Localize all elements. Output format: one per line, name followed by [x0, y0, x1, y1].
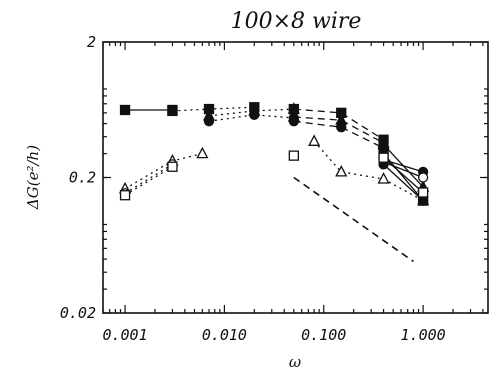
y-tick-label: 2 — [87, 33, 96, 51]
data-series-18 — [378, 152, 429, 198]
series-line — [383, 163, 424, 202]
series-line — [208, 114, 294, 122]
axes: 0.001 0.010 0.100 1.000 0.02 0.2 2 — [60, 33, 488, 344]
data-point — [378, 152, 389, 163]
data-series-2 — [167, 102, 260, 117]
data-point — [167, 161, 178, 172]
data-series-4 — [203, 109, 299, 127]
x-tick-label: 0.010 — [202, 326, 247, 344]
data-series-11 — [308, 134, 430, 206]
data-series-10 — [119, 161, 178, 201]
plot-area — [118, 102, 430, 263]
series-line — [293, 116, 384, 144]
reference-dashed-line — [293, 176, 414, 263]
series-line — [124, 163, 173, 194]
data-point — [417, 172, 429, 183]
data-point — [119, 104, 131, 116]
data-point — [203, 116, 215, 127]
y-tick-label: 0.2 — [69, 169, 96, 187]
data-series-8 — [118, 146, 209, 194]
series-line — [124, 166, 173, 196]
data-point — [308, 134, 321, 146]
x-axis-label: ω — [289, 353, 301, 371]
data-point — [119, 190, 131, 201]
series-line — [293, 108, 384, 141]
data-point — [288, 150, 299, 161]
series-line — [124, 152, 203, 190]
series-line — [383, 153, 424, 202]
data-point — [335, 164, 348, 177]
x-tick-label: 0.001 — [102, 326, 147, 344]
data-point — [288, 116, 299, 127]
series-line — [383, 157, 424, 193]
series-line — [383, 161, 424, 179]
data-point — [196, 146, 209, 159]
x-tick-label: 0.100 — [301, 326, 346, 344]
data-point — [167, 105, 178, 117]
series-line — [293, 120, 384, 149]
data-point — [417, 187, 429, 198]
plot-frame — [102, 41, 489, 314]
data-point — [336, 122, 347, 133]
chart-title: 100×8 wire — [231, 9, 362, 34]
y-axis-label: ΔG(e²/h) — [24, 145, 42, 210]
data-series-12 — [288, 150, 299, 161]
x-tick-label: 1.000 — [401, 326, 446, 344]
y-tick-label: 0.02 — [60, 304, 96, 322]
data-point — [249, 109, 260, 120]
data-point — [377, 172, 390, 184]
